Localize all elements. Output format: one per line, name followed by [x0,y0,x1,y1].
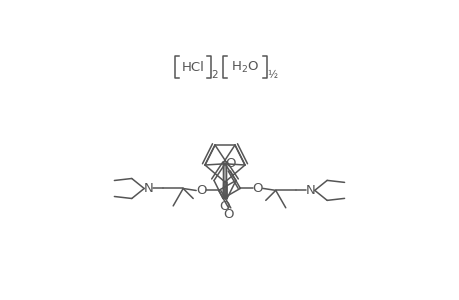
Text: O: O [219,200,230,212]
Text: H$_2$O: H$_2$O [230,59,258,75]
Text: HCl: HCl [181,61,204,74]
Text: O: O [224,158,235,170]
Text: O: O [196,184,206,197]
Text: N: N [143,182,153,195]
Text: O: O [223,208,233,221]
Text: O: O [252,182,263,195]
Text: 2: 2 [211,70,218,80]
Text: N: N [305,184,315,197]
Text: ½: ½ [266,70,276,80]
